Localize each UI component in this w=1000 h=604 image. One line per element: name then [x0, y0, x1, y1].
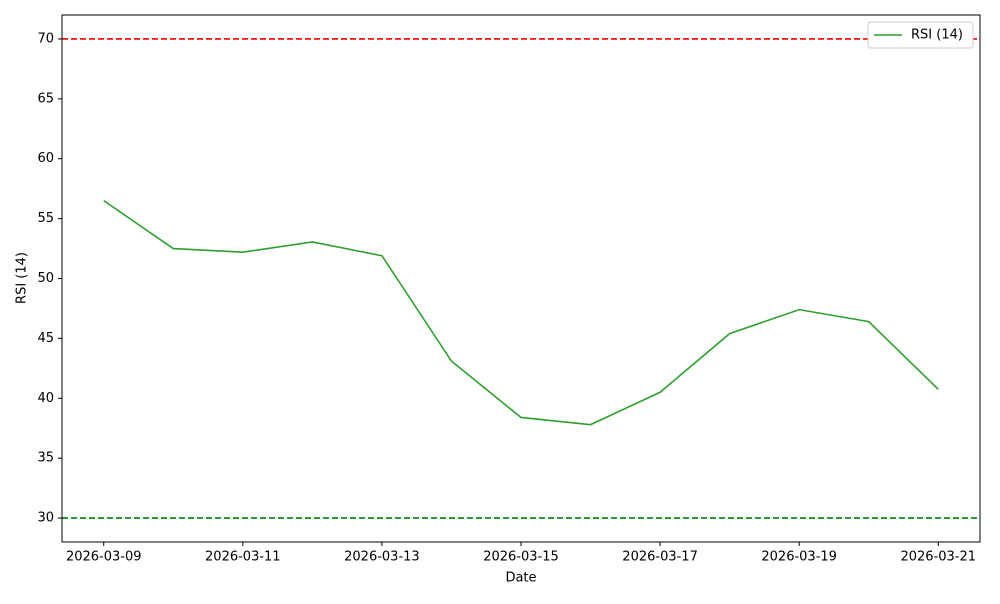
- y-tick-label: 40: [37, 391, 54, 406]
- x-tick-label: 2026-03-19: [761, 550, 837, 565]
- x-tick-label: 2026-03-11: [205, 550, 281, 565]
- plot-frame: [61, 14, 981, 543]
- y-tick-label: 30: [37, 511, 54, 526]
- legend-box: [867, 21, 974, 49]
- y-tick-label: 60: [37, 151, 54, 166]
- x-tick-label: 2026-03-21: [900, 550, 976, 565]
- x-tick-label: 2026-03-15: [483, 550, 559, 565]
- x-tick-label: 2026-03-09: [66, 550, 142, 565]
- y-tick-label: 55: [37, 211, 54, 226]
- y-tick-label: 65: [37, 91, 54, 106]
- y-axis-label: RSI (14): [15, 252, 30, 304]
- legend-label: RSI (14): [911, 28, 963, 43]
- x-tick-label: 2026-03-13: [344, 550, 420, 565]
- y-tick-label: 70: [37, 31, 54, 46]
- y-tick-label: 35: [37, 451, 54, 466]
- y-tick-label: 45: [37, 331, 54, 346]
- series-line: [103, 199, 939, 426]
- x-axis-label: Date: [505, 571, 536, 586]
- y-tick-label: 50: [37, 271, 54, 286]
- x-tick-label: 2026-03-17: [622, 550, 698, 565]
